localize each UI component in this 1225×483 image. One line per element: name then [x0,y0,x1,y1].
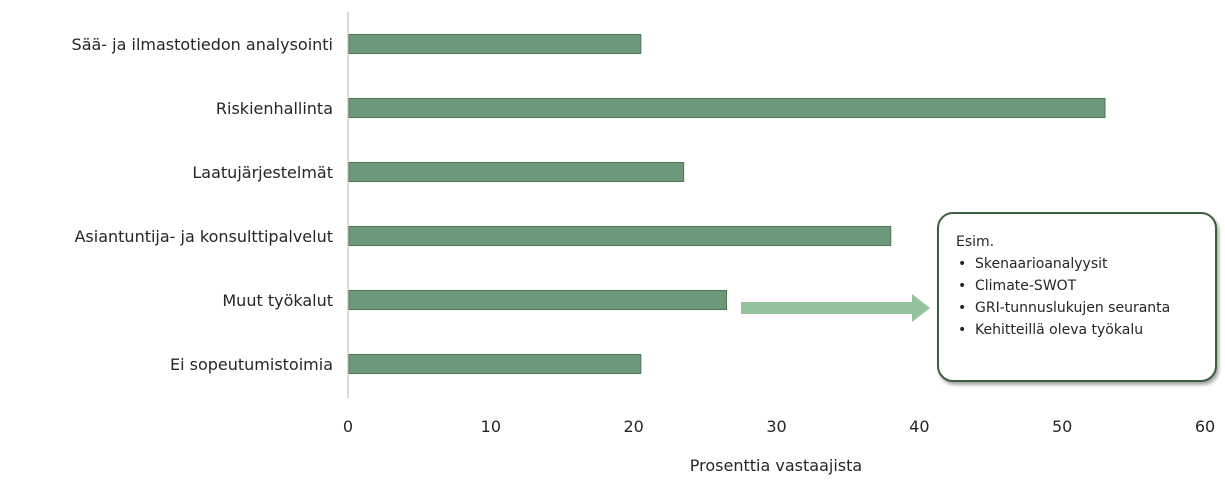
x-tick-labels: 0 10 20 30 40 50 60 [343,417,1215,436]
category-label: Ei sopeutumistoimia [170,355,333,374]
category-labels: Sää- ja ilmastotiedon analysointi Riskien… [72,35,333,374]
callout-title: Esim. [956,234,995,250]
callout-item-text: Climate-SWOT [975,278,1077,294]
callout-item: • Skenaarioanalyysit [956,254,1205,274]
arrow-shape [741,294,930,322]
bullet-icon: • [958,278,967,294]
category-label: Riskienhallinta [216,99,333,118]
bar [348,354,642,374]
callout-item: • GRI-tunnuslukujen seuranta [956,298,1205,318]
x-tick-label: 20 [623,417,643,436]
arrow-icon [741,294,930,322]
callout-item-text: Kehitteillä oleva työkalu [975,322,1144,338]
bullet-icon: • [958,322,967,338]
x-tick-label: 10 [481,417,501,436]
x-tick-label: 60 [1195,417,1215,436]
bar [348,290,728,310]
category-label: Asiantuntija- ja konsulttipalvelut [74,227,333,246]
callout-item-text: Skenaarioanalyysit [975,256,1108,272]
bullet-icon: • [958,256,967,272]
category-label: Laatujärjestelmät [192,163,333,182]
annotation-callout: Esim. • Skenaarioanalyysit • Climate-SWO… [937,212,1217,382]
callout-item: • Kehitteillä oleva työkalu [956,320,1205,340]
x-tick-label: 40 [909,417,929,436]
category-label: Sää- ja ilmastotiedon analysointi [72,35,333,54]
bar [348,98,1106,118]
x-tick-label: 0 [343,417,353,436]
bar [348,34,642,54]
bullet-icon: • [958,300,967,316]
callout-item: • Climate-SWOT [956,276,1205,296]
callout-item-text: GRI-tunnuslukujen seuranta [975,300,1171,316]
callout-list: • Skenaarioanalyysit • Climate-SWOT • GR… [956,254,1205,340]
x-axis-title: Prosenttia vastaajista [690,456,862,475]
bar [348,226,892,246]
bar [348,162,685,182]
category-label: Muut työkalut [222,291,333,310]
bars [348,34,1106,374]
x-tick-label: 50 [1052,417,1072,436]
x-tick-label: 30 [766,417,786,436]
